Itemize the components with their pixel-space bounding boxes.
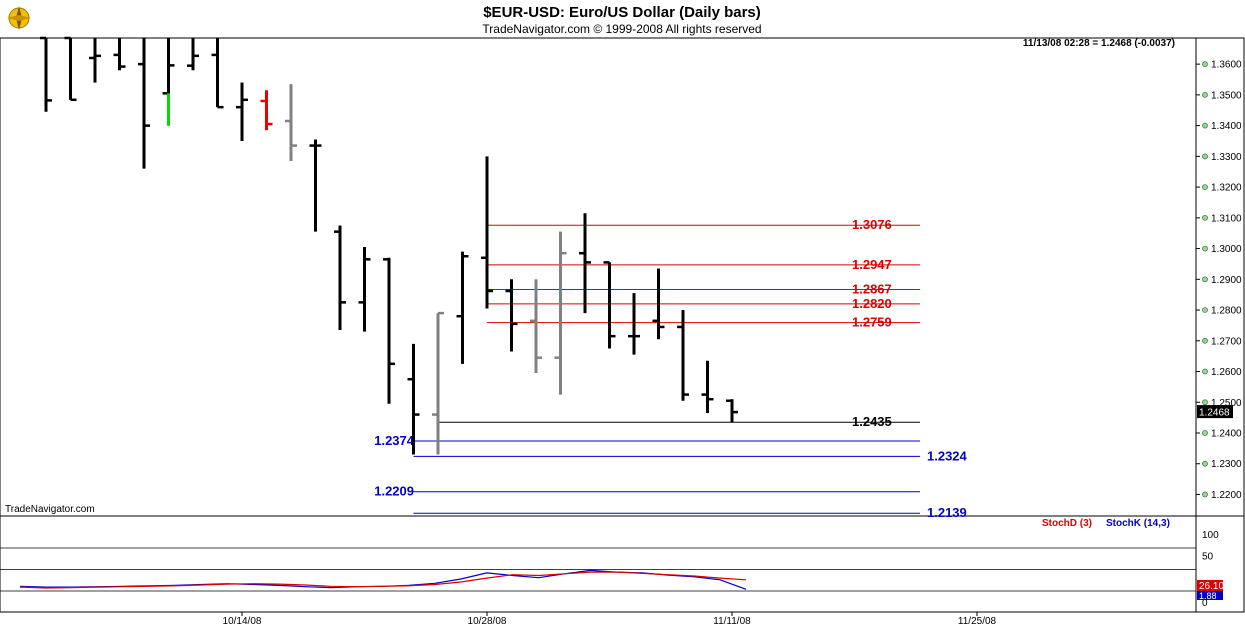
y-tick-bullet-icon [1202,92,1208,98]
ohlc-bar [579,213,591,314]
ohlc-bar [628,293,640,355]
y-tick-label: 1.2900 [1211,275,1242,286]
y-tick-label: 1.2200 [1211,490,1242,501]
ohlc-bar [530,279,542,374]
y-tick-bullet-icon [1202,122,1208,129]
y-tick-bullet-icon [1202,368,1208,375]
stoch-guide-lines [0,547,1196,592]
ohlc-bar [554,231,567,395]
y-tick-bullet-icon [1202,276,1208,283]
stochk-value-tag [1197,591,1223,600]
level-label: 1.2374 [374,433,415,448]
stochd-legend: StochD (3) [1042,518,1092,529]
ohlc-bar [187,38,199,71]
y-tick-label: 1.2500 [1211,398,1242,409]
level-label: 1.2435 [852,414,892,429]
ohlc-bar [138,38,150,169]
ohlc-bar [652,268,665,340]
ohlc-bars [40,36,738,455]
stoch-tick-label: 0 [1202,598,1208,609]
quote-readout: 11/13/08 02:28 = 1.2468 (-0.0037) [1023,38,1175,49]
last-price-label: 1.2468 [1199,408,1230,419]
level-label: 1.2209 [374,484,414,499]
y-tick-label: 1.2700 [1211,336,1242,347]
ohlc-bar [285,84,297,161]
watermark-text: TradeNavigator.com [5,504,95,515]
ohlc-bar [505,279,518,352]
level-label: 1.2324 [927,448,968,463]
y-tick-bullet-icon [1202,153,1208,160]
ohlc-bar [432,311,444,455]
level-label: 1.2759 [852,315,892,330]
y-tick-bullet-icon [1202,460,1208,467]
stochk-value-label: 1.88 [1199,591,1217,601]
stochd-value-tag [1197,580,1223,591]
y-tick-label: 1.3100 [1211,213,1242,224]
y-tick-bullet-icon [1202,245,1208,252]
price-panel-frame [0,37,1197,517]
ohlc-bar [89,38,101,83]
stoch-axis-frame [1195,515,1245,613]
y-tick-bullet-icon [1202,307,1208,313]
stoch-tick-label: 100 [1202,530,1219,541]
ohlc-bar [383,257,395,404]
last-price-tag [1197,405,1233,419]
y-tick-label: 1.2800 [1211,306,1242,317]
ohlc-bar [113,38,126,71]
level-label: 1.2820 [852,296,892,311]
copyright-subtitle: TradeNavigator.com © 1999-2008 All right… [482,22,761,36]
ohlc-bar [456,251,469,364]
ohlc-bar [407,343,420,455]
stoch-axis-labels: 100 50 0 [1202,530,1219,609]
stoch-tick-label: 50 [1202,552,1214,563]
stochd-series-line [19,571,747,589]
y-tick-bullet-icon [1202,184,1208,190]
y-tick-label: 1.2300 [1211,459,1242,470]
y-tick-label: 1.3200 [1211,183,1242,194]
ohlc-bar [334,225,346,331]
date-axis-labels: 10/14/08 10/28/08 11/11/08 11/25/08 [223,612,997,627]
y-tick-bullet-icon [1202,337,1208,344]
x-tick-label: 10/28/08 [468,616,507,627]
ohlc-bar [236,82,248,141]
y-tick-label: 1.3500 [1211,90,1242,101]
x-tick-label: 11/11/08 [713,616,751,627]
x-tick-label: 10/14/08 [223,616,262,627]
ohlc-bar [40,36,52,112]
ohlc-bar [211,38,224,109]
y-tick-label: 1.2600 [1211,367,1242,378]
ohlc-bar [64,36,77,102]
ohlc-bar [603,261,616,349]
ohlc-bar [481,156,493,309]
compass-logo-icon [7,6,31,30]
y-tick-bullet-icon [1202,430,1208,436]
x-tick-label: 11/25/08 [958,616,997,627]
level-label: 1.2947 [852,257,892,272]
stoch-panel-frame [0,515,1197,613]
y-tick-bullet-icon [1202,61,1208,67]
chart-title: $EUR-USD: Euro/US Dollar (Daily bars) [483,4,761,21]
ohlc-bar [677,310,689,401]
stochk-legend: StochK (14,3) [1106,518,1170,529]
y-tick-label: 1.3400 [1211,121,1242,132]
stochd-value-label: 26.10 [1199,581,1224,592]
price-axis-labels: 1.3600 1.3500 1.3400 1.3300 1.3200 1.3100 1.30… [1196,60,1242,501]
y-tick-bullet-icon [1202,491,1208,498]
level-label: 1.2139 [927,505,967,520]
ohlc-bar [260,90,273,131]
y-tick-label: 1.2400 [1211,429,1242,440]
ohlc-bar [701,360,714,414]
level-label: 1.2867 [852,281,892,296]
ohlc-bar [358,247,371,332]
ohlc-bar [726,399,738,423]
level-label: 1.3076 [852,217,892,232]
ohlc-bar [309,139,322,232]
y-tick-label: 1.3000 [1211,244,1242,255]
y-tick-bullet-icon [1202,214,1208,221]
y-tick-label: 1.3300 [1211,152,1242,163]
y-tick-bullet-icon [1202,399,1208,406]
y-tick-label: 1.3600 [1211,60,1242,71]
